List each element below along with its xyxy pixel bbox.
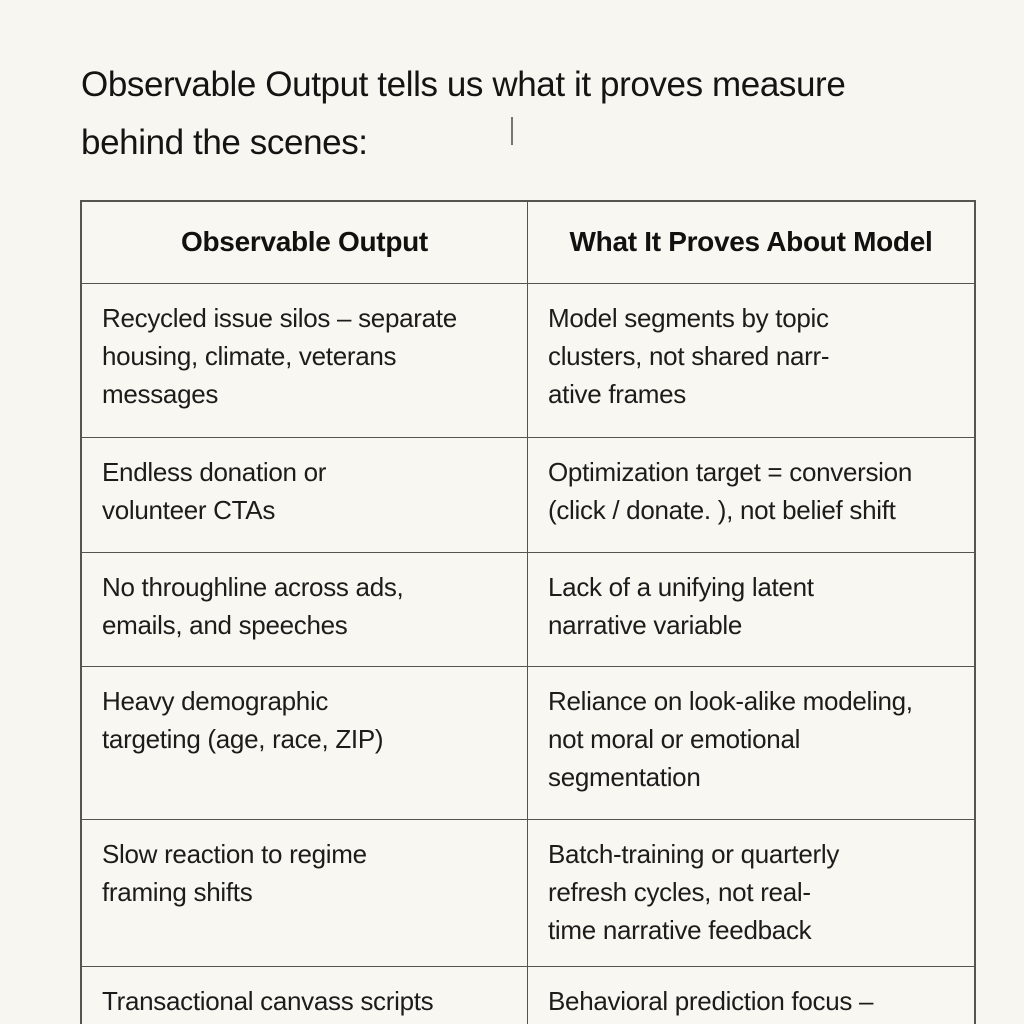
cell-line: ative frames: [548, 378, 687, 409]
table-cell-right: Batch-training or quarterly refresh cycl…: [527, 818, 976, 967]
page-title: Observable Output tells us what it prove…: [81, 56, 981, 172]
cell-line: messages: [102, 378, 219, 409]
cell-line: Model segments by topic: [548, 302, 829, 333]
table-header-row: Observable Output What It Proves About M…: [80, 200, 976, 284]
cell-line: refresh cycles, not real-: [548, 876, 811, 907]
cell-line: emails, and speeches: [102, 609, 348, 640]
cell-line: clusters, not shared narr-: [548, 340, 830, 371]
cell-line: not moral or emotional: [548, 723, 801, 754]
table-row: Transactional canvass scripts Behavioral…: [80, 965, 976, 1024]
table-cell-left: Recycled issue silos – separate housing,…: [80, 282, 528, 438]
cell-line: Slow reaction to regime: [102, 838, 367, 869]
table-cell-right: Reliance on look-alike modeling, not mor…: [527, 665, 976, 820]
cell-line: Batch-training or quarterly: [548, 838, 840, 869]
comparison-table: Observable Output What It Proves About M…: [80, 200, 976, 1024]
column-header-observable-output: Observable Output: [80, 200, 528, 284]
table-row: No throughline across ads, emails, and s…: [80, 551, 976, 667]
page-title-line-2: behind the scenes:: [81, 123, 368, 162]
table-cell-right: Behavioral prediction focus –: [527, 965, 976, 1024]
table-row: Endless donation or volunteer CTAs Optim…: [80, 436, 976, 553]
cell-line: Recycled issue silos – separate: [102, 302, 457, 333]
table-row: Slow reaction to regime framing shifts B…: [80, 818, 976, 967]
cell-line: No throughline across ads,: [102, 571, 404, 602]
table-cell-right: Model segments by topic clusters, not sh…: [527, 282, 976, 438]
table-cell-left: Slow reaction to regime framing shifts: [80, 818, 528, 967]
table-row: Heavy demographic targeting (age, race, …: [80, 665, 976, 820]
cell-line: Transactional canvass scripts: [102, 985, 434, 1016]
cell-line: Reliance on look-alike modeling,: [548, 685, 913, 716]
table-row: Recycled issue silos – separate housing,…: [80, 282, 976, 438]
table-cell-left: Heavy demographic targeting (age, race, …: [80, 665, 528, 820]
table-cell-left: Transactional canvass scripts: [80, 965, 528, 1024]
cell-line: segmentation: [548, 761, 701, 792]
cell-line: housing, climate, veterans: [102, 340, 397, 371]
cell-line: Optimization target = conversion: [548, 456, 912, 487]
table-cell-left: No throughline across ads, emails, and s…: [80, 551, 528, 667]
cell-line: Lack of a unifying latent: [548, 571, 814, 602]
cell-line: Endless donation or: [102, 456, 327, 487]
table-cell-left: Endless donation or volunteer CTAs: [80, 436, 528, 553]
cell-line: narrative variable: [548, 609, 743, 640]
cell-line: (click / donate. ), not belief shift: [548, 494, 896, 525]
column-header-what-it-proves: What It Proves About Model: [527, 200, 976, 284]
cell-line: Behavioral prediction focus –: [548, 985, 874, 1016]
text-cursor: [511, 117, 513, 145]
cell-line: time narrative feedback: [548, 914, 812, 945]
table-cell-right: Optimization target = conversion (click …: [527, 436, 976, 553]
cell-line: targeting (age, race, ZIP): [102, 723, 384, 754]
page-title-line-1: Observable Output tells us what it prove…: [81, 65, 846, 104]
table-cell-right: Lack of a unifying latent narrative vari…: [527, 551, 976, 667]
cell-line: volunteer CTAs: [102, 494, 276, 525]
cell-line: Heavy demographic: [102, 685, 329, 716]
cell-line: framing shifts: [102, 876, 253, 907]
